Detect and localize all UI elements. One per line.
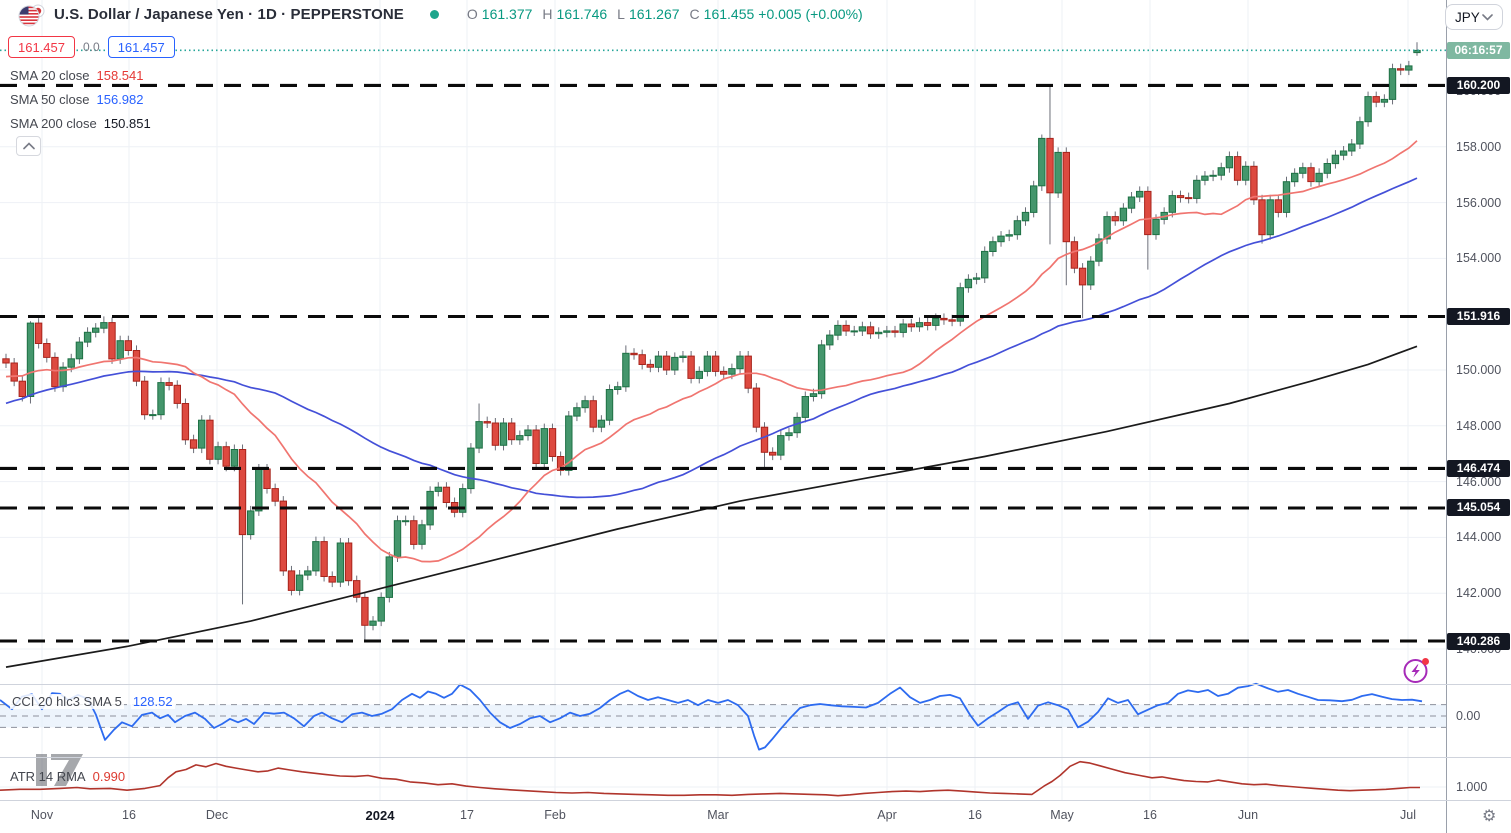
price-level-badge: 160.200 (1447, 76, 1510, 94)
low-label: L (617, 6, 625, 22)
sma20-value: 158.541 (96, 68, 144, 83)
time-label: Mar (707, 808, 729, 822)
pane-divider[interactable] (0, 757, 1511, 758)
legend-atr[interactable]: ATR 14 RMA 0.990 (10, 769, 125, 784)
symbol-title[interactable]: U.S. Dollar / Japanese Yen · 1D · PEPPER… (54, 5, 404, 23)
change-percent: (+0.00%) (805, 6, 863, 22)
sma-200-line (5, 345, 1418, 668)
price-tick-label: 148.000 (1456, 418, 1502, 433)
price-tick-label: 150.000 (1456, 363, 1502, 377)
gear-icon[interactable]: ⚙ (1482, 808, 1497, 825)
price-level-badge: 140.286 (1447, 632, 1510, 650)
lightning-button[interactable] (1402, 656, 1431, 685)
price-tick-label: 158.000 (1456, 139, 1502, 154)
atr-axis-label: 1.000 (1456, 780, 1488, 794)
time-label: Nov (30, 808, 54, 822)
high-label: H (542, 6, 553, 22)
time-axis[interactable]: Nov 16 Dec 2024 17 Feb Mar Apr 16 May 16 Jun Jul (0, 800, 1446, 833)
market-open-dot-icon (429, 9, 439, 19)
currency-pair-flags-icon (18, 3, 46, 27)
time-label: 16 (968, 808, 982, 822)
bar-countdown-badge: 06:16:57 (1447, 41, 1510, 59)
chevron-up-icon (22, 142, 35, 150)
legend-sma-20[interactable]: SMA 20 close 158.541 (10, 68, 144, 83)
low-value: 161.267 (628, 6, 680, 22)
currency-unit-label: JPY (1455, 9, 1480, 25)
chart-header-toolbar: U.S. Dollar / Japanese Yen · 1D · PEPPER… (0, 0, 1440, 28)
collapse-legend-button[interactable] (16, 136, 41, 156)
price-axis[interactable] (1446, 0, 1511, 833)
sma200-value: 150.851 (103, 116, 151, 131)
atr-label: ATR 14 RMA (10, 769, 86, 784)
time-label: 16 (1143, 808, 1157, 822)
time-label: 16 (122, 808, 136, 822)
chevron-down-icon (1482, 13, 1493, 21)
time-label: Apr (877, 808, 897, 822)
price-axis-separator (1446, 0, 1447, 833)
currency-unit-dropdown[interactable]: JPY (1445, 4, 1503, 30)
price-tick-label: 144.000 (1456, 530, 1502, 545)
close-value: 161.455 (703, 6, 755, 22)
sma20-label: SMA 20 close (10, 68, 90, 83)
open-label: O (466, 6, 478, 22)
pane-divider[interactable] (0, 684, 1511, 685)
time-label: 17 (460, 808, 474, 822)
price-label-red[interactable]: 161.457 (8, 36, 75, 58)
price-line-labels: 161.457 0.0 161.457 (8, 36, 175, 58)
time-axis-border (0, 800, 1511, 801)
legend-sma-200[interactable]: SMA 200 close 150.851 (10, 116, 151, 131)
sma-50-line (5, 177, 1418, 499)
ohlc-values: O 161.377 H 161.746 L 161.267 C 161.455 … (461, 6, 863, 22)
sma50-value: 156.982 (96, 92, 144, 107)
cci-line (0, 682, 1423, 751)
atr-line (0, 760, 1420, 797)
candles (2, 42, 1421, 642)
atr-value: 0.990 (92, 769, 126, 784)
cci-band (0, 704, 1446, 728)
sma50-label: SMA 50 close (10, 92, 90, 107)
open-value: 161.377 (481, 6, 533, 22)
price-tick-label: 154.000 (1456, 251, 1502, 266)
price-tick-label: 142.000 (1456, 586, 1502, 601)
time-label: Dec (205, 808, 229, 822)
lightning-bolt-icon (1411, 664, 1420, 678)
price-tick-label: 156.000 (1456, 195, 1502, 210)
change-value: +0.005 (758, 6, 802, 22)
price-level-badge: 146.474 (1447, 459, 1510, 477)
cci-label: CCI 20 hlc3 SMA 5 (10, 694, 124, 709)
spread-value: 0.0 (83, 40, 100, 54)
time-label: Feb (544, 808, 566, 822)
time-label: Jun (1237, 808, 1259, 822)
price-level-badge: 151.916 (1447, 308, 1510, 326)
time-label: May (1050, 808, 1074, 822)
cci-axis-label: 0.00 (1456, 709, 1481, 723)
legend-sma-50[interactable]: SMA 50 close 156.982 (10, 92, 144, 107)
notification-dot (1422, 658, 1429, 665)
cci-value: 128.52 (130, 694, 175, 709)
tradingview-watermark (34, 748, 90, 799)
price-tick-label: 146.000 (1456, 474, 1502, 489)
chart-canvas[interactable] (0, 0, 1446, 833)
time-label: 2024 (365, 808, 395, 823)
price-level-badge: 145.054 (1447, 499, 1510, 517)
legend-cci[interactable]: CCI 20 hlc3 SMA 5 128.52 (10, 694, 175, 709)
high-value: 161.746 (556, 6, 608, 22)
sma-20-line (5, 140, 1418, 563)
close-label: C (689, 6, 700, 22)
time-label: Jul (1400, 808, 1416, 822)
price-label-blue[interactable]: 161.457 (107, 36, 175, 58)
sma200-label: SMA 200 close (10, 116, 97, 131)
